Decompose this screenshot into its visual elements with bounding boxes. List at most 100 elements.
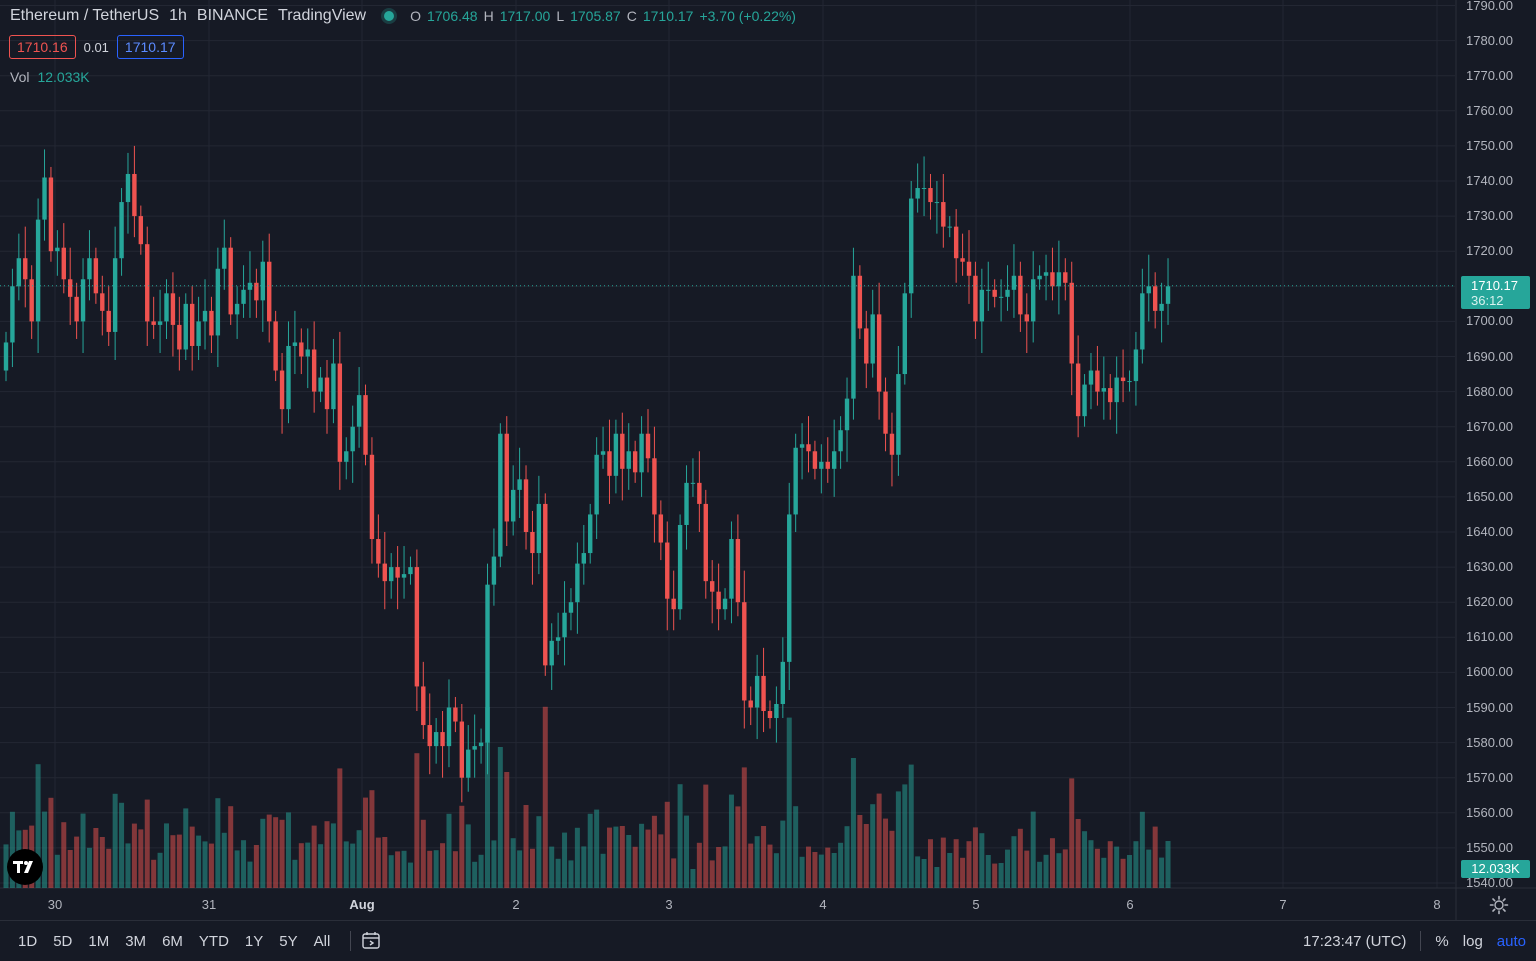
price-chart[interactable] [0,0,1536,920]
candle-body [690,482,696,484]
volume-bar [491,840,497,888]
candle-body [157,321,163,325]
volume-bar [838,842,844,888]
candle-body [780,661,786,704]
volume-bar [208,843,214,888]
candle-body [112,258,118,332]
sell-price-button[interactable]: 1710.16 [9,35,76,59]
candle-body [928,188,933,203]
volume-bar [440,843,446,888]
volume-bar [54,854,60,888]
interval-label[interactable]: 1h [169,7,187,24]
candle-body [620,433,625,469]
percent-scale-toggle[interactable]: % [1435,932,1449,950]
candle-body [491,556,497,585]
candle-body [838,430,843,452]
volume-bar [940,837,946,888]
volume-bar [806,846,811,888]
candle-body [311,349,317,392]
volume-bar [818,854,824,888]
toolbar-divider [1420,931,1422,951]
volume-bar [465,824,471,888]
candle-body [1018,275,1023,315]
candle-body [1043,272,1049,276]
volume-bar [934,867,940,888]
candle-body [48,177,54,252]
log-scale-toggle[interactable]: log [1462,932,1483,950]
range-button-ytd[interactable]: YTD [198,932,229,950]
price-axis-label: 1650.00 [1466,488,1513,504]
price-axis-label: 1600.00 [1466,664,1513,680]
volume-bar [375,837,381,888]
toolbar-divider [350,931,352,951]
candle-body [767,711,773,719]
volume-legend[interactable]: Vol 12.033K [10,69,90,85]
auto-scale-toggle[interactable]: auto [1496,932,1526,950]
candle-body [472,746,477,750]
price-axis-label: 1730.00 [1466,208,1513,224]
volume-bar [9,811,15,888]
candle-body [665,542,670,599]
range-button-1y[interactable]: 1Y [244,932,264,950]
volume-bar [812,852,818,888]
utc-clock[interactable]: 17:23:47 (UTC) [1303,932,1407,950]
volume-bar [1049,838,1055,888]
volume-bar [1133,841,1139,888]
volume-bar [716,847,722,888]
candle-body [55,247,60,252]
buy-price-button[interactable]: 1710.17 [116,35,184,59]
candle-body [819,461,824,469]
candle-body [857,275,863,329]
volume-bar [876,793,882,888]
go-to-date-icon[interactable] [361,931,383,951]
volume-bar [927,839,933,888]
volume-bar [93,828,99,888]
symbol-name[interactable]: Ethereum / TetherUS [10,7,160,24]
volume-bar [998,863,1004,888]
gear-icon[interactable] [1489,895,1509,920]
volume-bar [292,859,298,888]
volume-bar [215,798,221,888]
volume-bar [1152,826,1158,888]
volume-bar [786,717,792,888]
candle-body [151,321,156,325]
candle-body [132,173,137,217]
candle-body [979,289,985,322]
candle-body [517,479,522,490]
candle-body [1069,282,1074,364]
volume-bar [125,843,131,888]
candle-body [1146,286,1151,294]
candle-body [1120,377,1126,382]
price-axis-label: 1570.00 [1466,769,1513,785]
range-button-3m[interactable]: 3M [125,932,147,950]
volume-bar [189,826,195,888]
candle-body [902,293,907,375]
volume-bar [915,856,921,888]
tradingview-logo-icon[interactable] [7,849,43,885]
volume-value: 12.033K [37,69,90,85]
volume-bar [767,844,773,888]
range-button-1m[interactable]: 1M [88,932,110,950]
range-button-5d[interactable]: 5D [53,932,73,950]
price-axis-label: 1740.00 [1466,173,1513,188]
volume-bar [735,806,741,888]
range-button-6m[interactable]: 6M [162,932,183,950]
candle-body [799,444,805,448]
volume-bar [330,823,336,888]
candle-body [1101,388,1107,392]
range-button-1d[interactable]: 1D [18,932,38,950]
exchange-label: BINANCE [196,7,269,24]
time-axis-label: Aug [349,897,375,912]
volume-bar [895,791,901,888]
candle-body [1127,381,1132,383]
range-button-5y[interactable]: 5Y [279,932,298,950]
range-button-all[interactable]: All [313,932,331,950]
candle-body [247,282,253,290]
candle-body [915,188,920,199]
candle-body [870,314,875,364]
volume-bar [1165,841,1171,888]
candle-body [523,479,529,532]
volume-bar [485,707,490,888]
volume-bar [350,843,356,888]
candle-body [639,433,644,473]
